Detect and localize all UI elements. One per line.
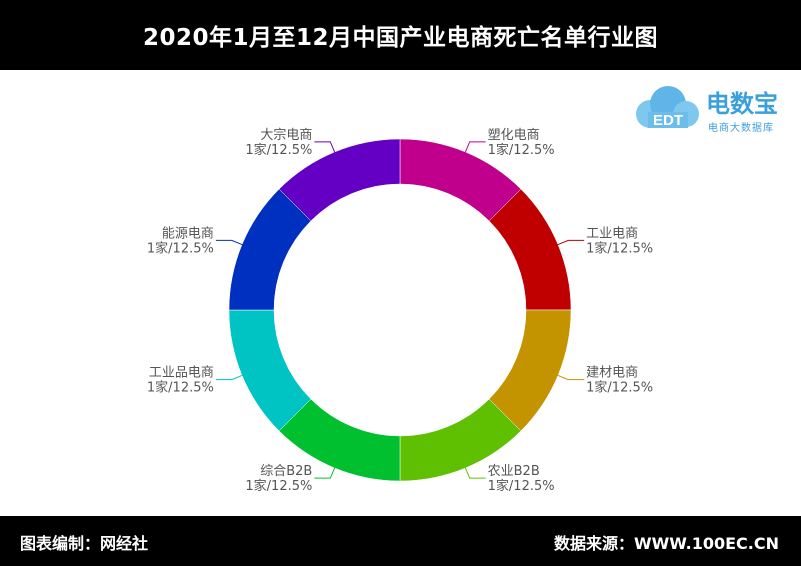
slice-category-label: 工业电商 — [586, 226, 638, 241]
logo-mark-text: EDT — [653, 112, 683, 129]
logo-subtitle: 电商大数据库 — [708, 123, 774, 134]
leader-line-2 — [555, 239, 585, 246]
slice-value-label: 1家/12.5% — [245, 478, 312, 494]
header-bar: 2020年1月至12月中国产业电商死亡名单行业图 — [0, 0, 801, 70]
leader-line-1 — [464, 141, 486, 155]
leader-line-8 — [314, 141, 336, 155]
leader-line-5 — [314, 465, 336, 479]
slice-category-label: 综合B2B — [260, 464, 312, 479]
leader-line-6 — [215, 374, 245, 381]
leader-line-3 — [555, 374, 585, 381]
logo: EDT 电数宝 电商大数据库 — [628, 78, 798, 138]
cloud-logo-icon: EDT — [636, 86, 699, 129]
slice-category-label: 农业B2B — [488, 464, 540, 479]
slice-category-label: 大宗电商 — [260, 127, 312, 143]
slice-category-label: 工业品电商 — [149, 366, 214, 381]
slice-value-label: 1家/12.5% — [586, 380, 653, 396]
leader-line-4 — [464, 465, 486, 479]
footer-source: 数据来源：WWW.100EC.CN — [553, 534, 779, 553]
slice-category-label: 建材电商 — [586, 366, 638, 381]
logo-brand: 电数宝 — [706, 90, 778, 118]
footer-bar: 图表编制：网经社 数据来源：WWW.100EC.CN — [0, 516, 801, 566]
footer-credit: 图表编制：网经社 — [20, 534, 149, 553]
slice-value-label: 1家/12.5% — [147, 240, 214, 256]
donut-slice-8 — [278, 138, 401, 222]
slice-value-label: 1家/12.5% — [488, 142, 555, 158]
slice-value-label: 1家/12.5% — [488, 478, 555, 494]
slice-category-label: 塑化电商 — [488, 128, 540, 143]
slice-category-label: 能源电商 — [162, 226, 214, 241]
slice-value-label: 1家/12.5% — [147, 380, 214, 396]
slice-value-label: 1家/12.5% — [586, 240, 653, 256]
leader-line-7 — [215, 239, 245, 246]
slice-value-label: 1家/12.5% — [245, 142, 312, 158]
chart-title: 2020年1月至12月中国产业电商死亡名单行业图 — [142, 25, 659, 51]
